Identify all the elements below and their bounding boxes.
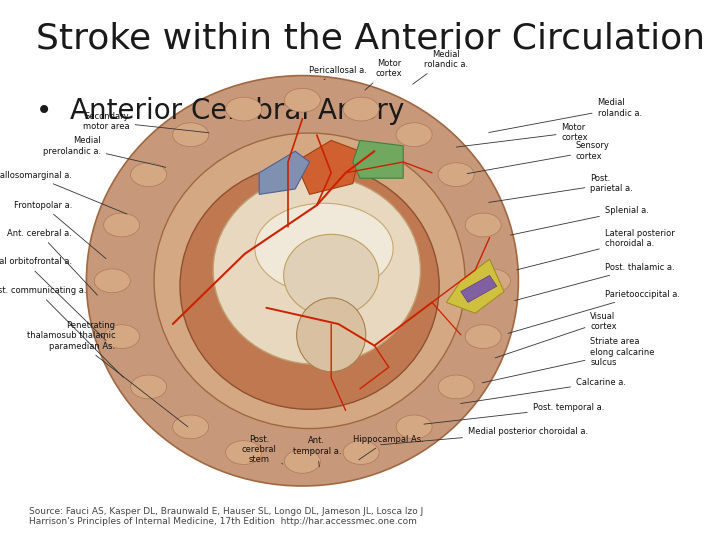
Text: Post.
cerebral
stem: Post. cerebral stem bbox=[242, 435, 283, 464]
Text: Parietooccipital a.: Parietooccipital a. bbox=[508, 290, 680, 333]
Text: Pericallosal a.: Pericallosal a. bbox=[310, 65, 367, 80]
Text: Medial
prerolandic a.: Medial prerolandic a. bbox=[42, 136, 166, 167]
Text: Splenial a.: Splenial a. bbox=[510, 206, 649, 235]
Ellipse shape bbox=[438, 375, 474, 399]
Ellipse shape bbox=[396, 123, 432, 146]
Ellipse shape bbox=[284, 89, 320, 112]
Ellipse shape bbox=[255, 203, 393, 294]
Ellipse shape bbox=[284, 234, 379, 316]
Text: Stroke within the Anterior Circulation: Stroke within the Anterior Circulation bbox=[36, 22, 705, 56]
Ellipse shape bbox=[297, 298, 366, 372]
Text: Motor
cortex: Motor cortex bbox=[365, 59, 402, 90]
Ellipse shape bbox=[396, 415, 432, 439]
Ellipse shape bbox=[130, 163, 166, 186]
Polygon shape bbox=[295, 140, 360, 194]
Ellipse shape bbox=[474, 269, 510, 293]
Text: Frontopolar a.: Frontopolar a. bbox=[14, 201, 106, 259]
Text: Penetrating
thalamosub thalamic
paramedian As.: Penetrating thalamosub thalamic paramedi… bbox=[27, 321, 188, 427]
Polygon shape bbox=[446, 259, 504, 313]
Ellipse shape bbox=[284, 449, 320, 473]
Text: Post. thalamic a.: Post. thalamic a. bbox=[515, 263, 675, 301]
Ellipse shape bbox=[104, 325, 140, 348]
Ellipse shape bbox=[104, 213, 140, 237]
Text: Sensory
cortex: Sensory cortex bbox=[467, 141, 610, 173]
Ellipse shape bbox=[438, 163, 474, 186]
Ellipse shape bbox=[173, 123, 209, 146]
Ellipse shape bbox=[213, 176, 420, 364]
Text: Source: Fauci AS, Kasper DL, Braunwald E, Hauser SL, Longo DL, Jameson JL, Losca: Source: Fauci AS, Kasper DL, Braunwald E… bbox=[29, 507, 423, 526]
Ellipse shape bbox=[130, 375, 166, 399]
Text: Ant.
temporal a.: Ant. temporal a. bbox=[292, 436, 341, 467]
Text: Ant. cerebral a.: Ant. cerebral a. bbox=[7, 229, 97, 295]
Text: Medial
rolandic a.: Medial rolandic a. bbox=[413, 50, 469, 84]
Ellipse shape bbox=[173, 415, 209, 439]
Text: Visual
cortex: Visual cortex bbox=[495, 312, 617, 358]
Text: Callosomarginal a.: Callosomarginal a. bbox=[0, 171, 127, 214]
Ellipse shape bbox=[225, 97, 261, 121]
Ellipse shape bbox=[225, 441, 261, 464]
Text: Motor
cortex: Motor cortex bbox=[456, 123, 588, 147]
Ellipse shape bbox=[180, 163, 439, 409]
Text: Secondary
motor area: Secondary motor area bbox=[83, 112, 209, 133]
Text: Medial orbitofrontal a.: Medial orbitofrontal a. bbox=[0, 258, 106, 340]
Ellipse shape bbox=[465, 213, 501, 237]
Ellipse shape bbox=[465, 325, 501, 348]
Polygon shape bbox=[353, 140, 403, 178]
Text: Post. temporal a.: Post. temporal a. bbox=[424, 403, 604, 424]
Text: Striate area
elong calcarine
sulcus: Striate area elong calcarine sulcus bbox=[482, 337, 655, 383]
Ellipse shape bbox=[343, 97, 379, 121]
Ellipse shape bbox=[343, 441, 379, 464]
Text: Calcarine a.: Calcarine a. bbox=[461, 378, 626, 403]
Polygon shape bbox=[259, 151, 310, 194]
Ellipse shape bbox=[86, 76, 518, 486]
Polygon shape bbox=[461, 275, 497, 302]
Text: Medial
rolandic a.: Medial rolandic a. bbox=[489, 98, 642, 132]
Text: Hippocampal As.: Hippocampal As. bbox=[354, 435, 424, 460]
Text: Medial posterior choroidal a.: Medial posterior choroidal a. bbox=[381, 428, 588, 445]
Ellipse shape bbox=[94, 269, 130, 293]
Text: Post. communicating a.: Post. communicating a. bbox=[0, 286, 123, 377]
Text: •  Anterior Cerebral Artery: • Anterior Cerebral Artery bbox=[36, 97, 404, 125]
Text: Post.
parietal a.: Post. parietal a. bbox=[489, 174, 633, 202]
Text: Lateral posterior
choroidal a.: Lateral posterior choroidal a. bbox=[517, 229, 675, 270]
Ellipse shape bbox=[154, 133, 465, 429]
